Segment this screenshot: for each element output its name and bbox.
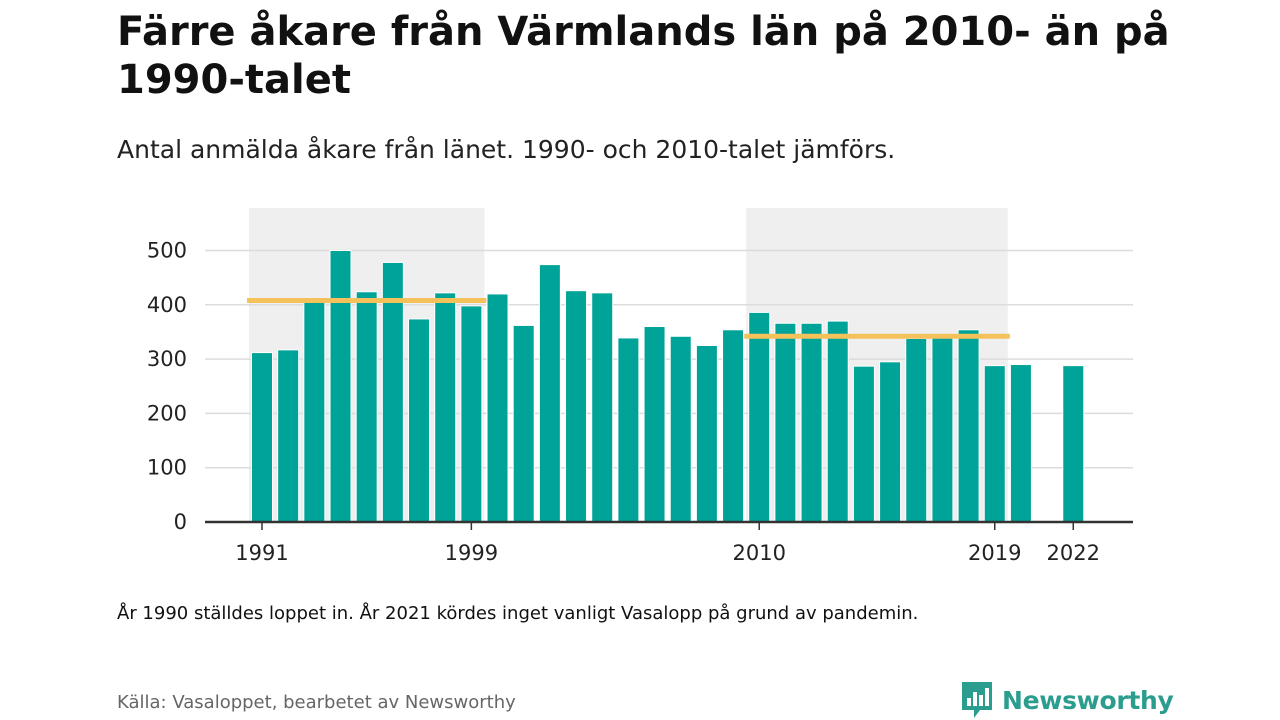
bar-2010	[748, 311, 771, 523]
x-tick-label: 2022	[1047, 541, 1100, 565]
brand-logo[interactable]: Newsworthy	[960, 680, 1174, 720]
bar-1994	[329, 250, 352, 523]
bar-2012	[800, 322, 823, 523]
y-tick-label: 500	[147, 239, 187, 263]
bar-2020	[1009, 364, 1032, 523]
bar-2017	[931, 334, 954, 523]
y-tick-label: 200	[147, 401, 187, 425]
bar-2007	[669, 335, 692, 523]
bar-2000	[486, 293, 509, 523]
bar-1993	[303, 301, 326, 523]
bar-2011	[774, 322, 797, 523]
y-tick-label: 300	[147, 347, 187, 371]
bar-2004	[591, 292, 614, 523]
source-text: Källa: Vasaloppet, bearbetet av Newswort…	[117, 692, 516, 713]
y-tick-label: 100	[147, 456, 187, 480]
x-tick-label: 2019	[968, 541, 1021, 565]
bar-2002	[538, 264, 561, 523]
bar-2009	[722, 329, 745, 523]
bar-2014	[852, 365, 875, 523]
bar-1992	[277, 349, 300, 523]
bar-1998	[434, 292, 457, 523]
bar-2016	[905, 337, 928, 523]
bar-2003	[565, 290, 588, 523]
bar-2015	[879, 361, 902, 523]
bar-2005	[617, 337, 640, 523]
bar-2001	[512, 324, 535, 523]
chart-note: År 1990 ställdes loppet in. År 2021 körd…	[117, 603, 919, 624]
bar-2013	[826, 320, 849, 523]
bar-1995	[355, 291, 378, 523]
x-tick-label: 2010	[733, 541, 786, 565]
bar-2018	[957, 329, 980, 523]
bar-1999	[460, 305, 483, 523]
bar-2022	[1062, 365, 1085, 523]
bar-2019	[983, 365, 1006, 523]
bar-2006	[643, 326, 666, 523]
newsworthy-logo-icon	[962, 682, 992, 718]
chart-subtitle: Antal anmälda åkare från länet. 1990- oc…	[117, 135, 896, 164]
bar-1997	[408, 318, 431, 523]
bar-2008	[695, 345, 718, 523]
chart-title: Färre åkare från Värmlands län på 2010- …	[117, 9, 1170, 103]
bar-chart: 0 100 200 300 400 500 1991 1999 2010 2019 2022	[147, 208, 1133, 565]
brand-name: Newsworthy	[1002, 685, 1174, 715]
bar-1991	[251, 352, 273, 523]
y-tick-label: 400	[147, 293, 187, 317]
x-tick-label: 1991	[235, 541, 288, 565]
x-tick-label: 1999	[445, 541, 498, 565]
y-tick-label: 0	[174, 510, 187, 534]
